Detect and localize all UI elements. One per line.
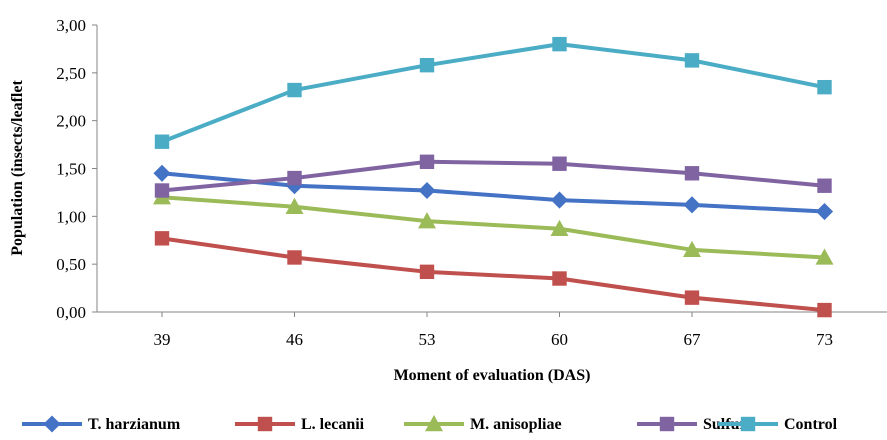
data-point-l-lecanii: [684, 290, 700, 305]
y-tick-label: 2,00: [56, 112, 86, 131]
legend-label: Control: [784, 416, 838, 433]
series-line-m-anisopliae: [161, 195, 825, 260]
legend-item-l-lecanii: L. lecanii: [235, 416, 365, 433]
data-point-m-anisopliae: [815, 248, 834, 265]
data-point-l-lecanii: [419, 264, 435, 280]
data-point-control: [154, 134, 170, 149]
legend-item-control: Control: [718, 416, 838, 433]
series-lines: [161, 42, 825, 313]
x-tick-label: 73: [816, 330, 833, 349]
legend-label: T. harzianum: [88, 416, 181, 433]
data-point-t-harzianum: [550, 191, 569, 209]
legend-marker: [740, 416, 756, 432]
legend-marker: [257, 416, 273, 432]
series-markers: [153, 36, 834, 318]
series-line-sulfur: [161, 159, 825, 193]
y-axis-ticks: 0,00 0,50 1,00 1,50 2,00 2,50 3,00: [56, 16, 97, 322]
legend-label: L. lecanii: [301, 416, 365, 433]
legend-item-m-anisopliae: M. anisopliae: [404, 415, 562, 433]
y-tick-label: 3,00: [56, 16, 86, 35]
data-point-m-anisopliae: [418, 212, 436, 229]
data-point-control: [684, 53, 700, 68]
y-tick-label: 1,00: [56, 207, 86, 226]
data-point-t-harzianum: [418, 181, 436, 200]
legend-marker: [43, 415, 61, 433]
x-tick-label: 46: [286, 330, 303, 349]
data-point-sulfur: [817, 178, 832, 193]
data-point-sulfur: [552, 156, 567, 171]
data-point-l-lecanii: [287, 250, 302, 265]
data-point-m-anisopliae: [285, 197, 304, 214]
data-point-l-lecanii: [154, 231, 170, 246]
data-point-control: [817, 79, 832, 95]
data-point-sulfur: [287, 170, 302, 186]
x-axis-title: Moment of evaluation (DAS): [394, 367, 591, 384]
data-point-l-lecanii: [817, 302, 832, 318]
data-point-control: [419, 57, 435, 73]
x-tick-label: 53: [419, 330, 436, 349]
legend-marker: [659, 416, 675, 432]
legend-marker: [425, 415, 443, 432]
legend-item-t-harzianum: T. harzianum: [22, 415, 181, 433]
y-tick-label: 2,50: [56, 64, 86, 83]
data-point-t-harzianum: [683, 196, 701, 214]
y-axis-title: Population (insects/leaflet: [9, 80, 26, 256]
x-tick-label: 60: [551, 330, 568, 349]
data-point-control: [552, 36, 567, 52]
data-point-sulfur: [154, 183, 170, 198]
data-point-control: [287, 82, 302, 98]
y-tick-label: 1,50: [56, 160, 86, 179]
data-point-m-anisopliae: [683, 240, 701, 258]
y-tick-label: 0,50: [56, 255, 86, 274]
series-line-l-lecanii: [161, 236, 825, 313]
data-point-m-anisopliae: [550, 219, 569, 236]
series-line-t-harzianum: [161, 171, 825, 214]
data-point-sulfur: [684, 166, 700, 181]
data-point-t-harzianum: [815, 203, 834, 221]
series-line-control: [161, 42, 825, 144]
legend-label: M. anisopliae: [470, 416, 562, 433]
data-point-l-lecanii: [552, 271, 567, 286]
data-point-t-harzianum: [153, 164, 171, 182]
data-point-sulfur: [419, 154, 435, 170]
x-tick-label: 39: [154, 330, 171, 349]
x-tick-label: 67: [684, 330, 702, 349]
y-tick-label: 0,00: [56, 303, 86, 322]
x-axis-ticks: 39 46 53 60 67 73: [154, 312, 833, 349]
